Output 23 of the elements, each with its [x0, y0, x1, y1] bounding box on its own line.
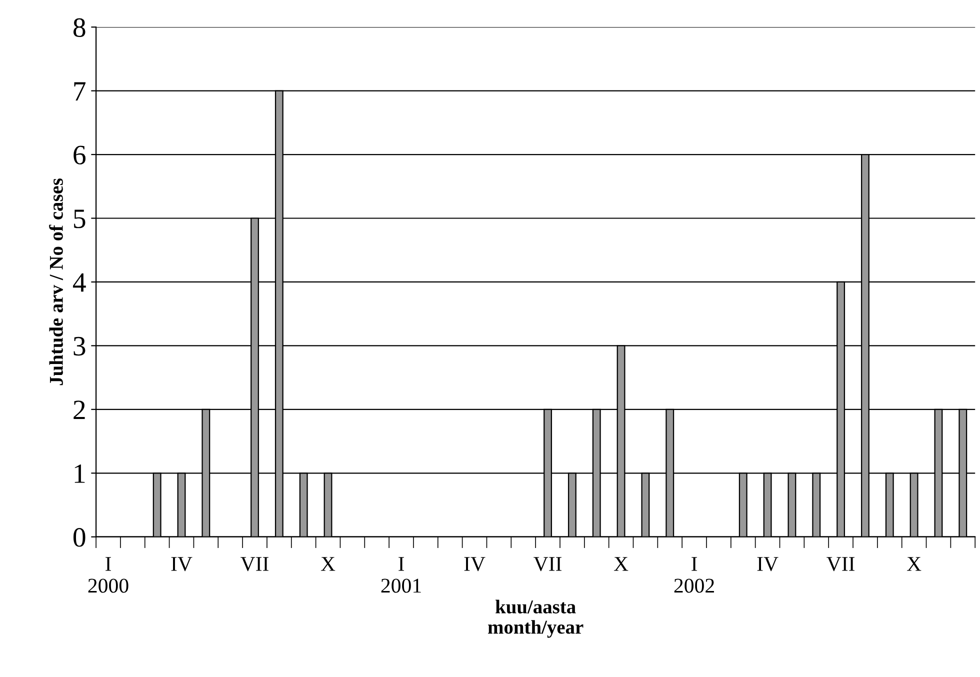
x-tick-label: VII — [240, 557, 268, 572]
y-tick-label: 4 — [72, 273, 86, 292]
x-tick-label: X — [320, 557, 336, 571]
y-tick-label: 2 — [74, 400, 85, 420]
y-tick-label: 5 — [74, 210, 86, 228]
x-axis-title: kuu/aasta month/year — [488, 600, 584, 638]
y-axis-title: Juhtude arv / No of cases — [49, 178, 63, 386]
x-tick-label: X — [614, 557, 628, 571]
y-tick-label: 3 — [74, 336, 86, 356]
x-tick-label: IV — [464, 557, 486, 572]
y-tick-label: 8 — [73, 18, 86, 37]
x-tick-label: I 2000 — [88, 557, 128, 593]
x-tick-label: IV — [171, 557, 192, 572]
x-tick-label: VII — [826, 557, 855, 572]
x-tick-label: IV — [757, 557, 778, 572]
y-tick-label: 6 — [74, 146, 86, 164]
y-tick-label: 7 — [74, 82, 86, 100]
x-tick-label: I 2001 — [381, 557, 421, 593]
x-tick-label: VII — [534, 557, 562, 572]
x-tick-label: X — [906, 557, 922, 571]
y-tick-label: 1 — [74, 464, 85, 483]
x-tick-label: I 2002 — [674, 557, 714, 593]
y-tick-label: 0 — [73, 528, 86, 547]
